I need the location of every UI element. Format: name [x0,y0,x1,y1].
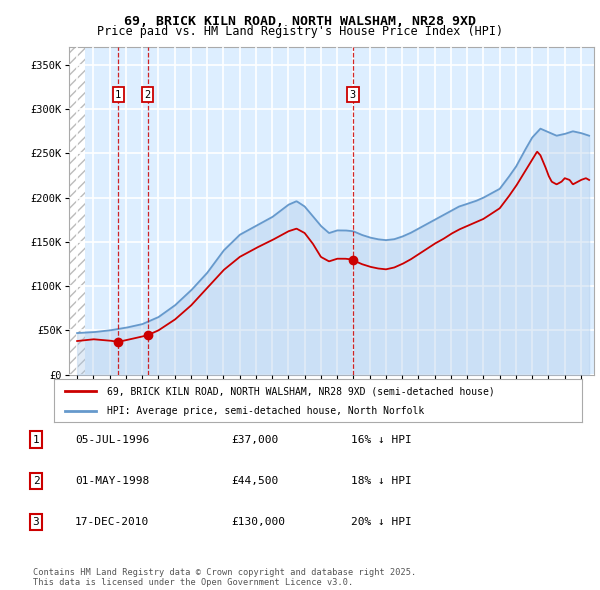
Text: 17-DEC-2010: 17-DEC-2010 [75,517,149,527]
Text: £130,000: £130,000 [231,517,285,527]
Text: 1: 1 [32,435,40,444]
Text: 2: 2 [32,476,40,486]
Text: 20% ↓ HPI: 20% ↓ HPI [351,517,412,527]
Text: Price paid vs. HM Land Registry's House Price Index (HPI): Price paid vs. HM Land Registry's House … [97,25,503,38]
Text: 69, BRICK KILN ROAD, NORTH WALSHAM, NR28 9XD (semi-detached house): 69, BRICK KILN ROAD, NORTH WALSHAM, NR28… [107,386,494,396]
Text: £44,500: £44,500 [231,476,278,486]
Text: £37,000: £37,000 [231,435,278,444]
Text: 3: 3 [32,517,40,527]
Text: 3: 3 [350,90,356,100]
Text: HPI: Average price, semi-detached house, North Norfolk: HPI: Average price, semi-detached house,… [107,407,424,416]
Text: 1: 1 [115,90,121,100]
Bar [69,47,85,375]
Text: 05-JUL-1996: 05-JUL-1996 [75,435,149,444]
Text: Contains HM Land Registry data © Crown copyright and database right 2025.
This d: Contains HM Land Registry data © Crown c… [33,568,416,587]
Text: 01-MAY-1998: 01-MAY-1998 [75,476,149,486]
Text: 2: 2 [145,90,151,100]
Text: 69, BRICK KILN ROAD, NORTH WALSHAM, NR28 9XD: 69, BRICK KILN ROAD, NORTH WALSHAM, NR28… [124,15,476,28]
Text: 18% ↓ HPI: 18% ↓ HPI [351,476,412,486]
Text: 16% ↓ HPI: 16% ↓ HPI [351,435,412,444]
